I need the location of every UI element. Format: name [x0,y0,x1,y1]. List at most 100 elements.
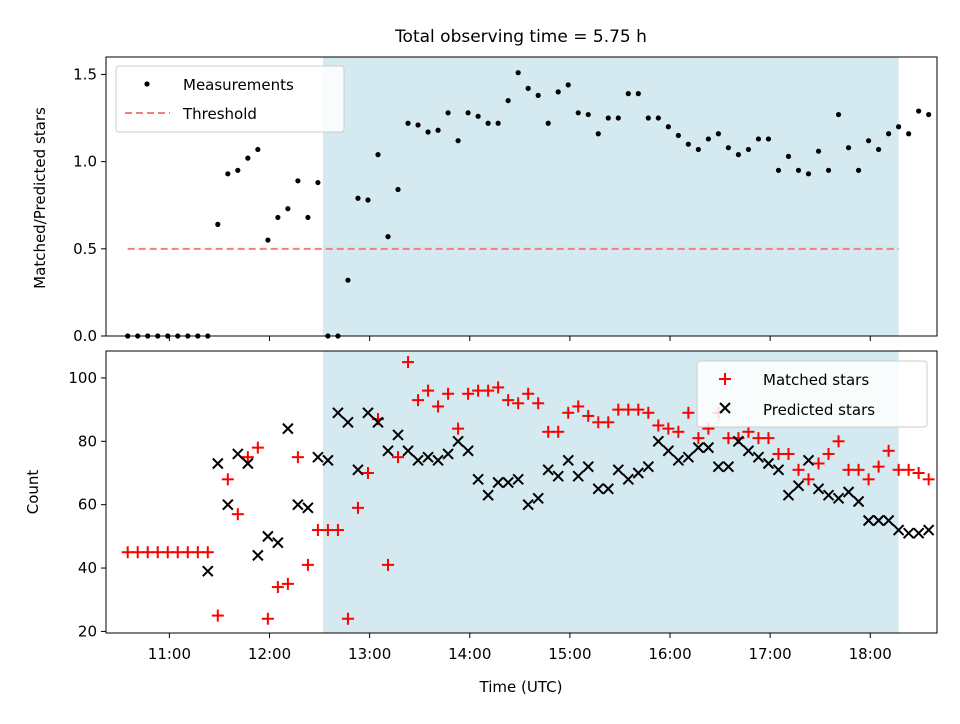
matched-star-point [442,387,455,400]
bottom-panel: 20 40 60 80 100 11:00 12:00 13:00 14:00 15:00 16:… [24,350,938,696]
matched-star-point [872,460,885,473]
measurement-point [355,195,361,201]
bottom-axes-frame [105,350,938,634]
bottom-y-ticks: 20 40 60 80 100 [68,369,106,640]
matched-star-point [351,501,364,514]
matched-star-point [341,612,354,625]
predicted-star-point [642,460,655,473]
measurement-point [705,136,711,142]
matched-stars-series [121,356,935,625]
matched-star-point [772,447,785,460]
matched-star-point [532,397,545,410]
bottom-legend-box [696,360,928,428]
predicted-star-point [242,457,254,470]
measurement-point [875,146,882,153]
measurement-point [926,111,932,118]
matched-star-point [762,432,775,445]
predicted-star-point [312,451,324,463]
predicted-star-point [412,454,424,467]
predicted-star-point [742,445,755,457]
predicted-star-point [232,448,244,460]
predicted-star-point [432,454,444,467]
predicted-star-point [582,460,594,473]
predicted-star-point [392,429,404,441]
legend-label-threshold: Threshold [182,105,257,123]
measurement-point [545,120,551,126]
x-tick-label: 16:00 [648,645,691,663]
predicted-star-point [212,457,224,470]
measurement-point [645,115,651,121]
predicted-star-point [892,524,905,536]
legend-marker-matched [719,373,731,385]
predicted-star-point [322,454,334,467]
matched-star-point [832,435,845,448]
measurement-point [455,138,461,144]
matched-star-point [602,416,615,429]
measurement-point [906,131,912,137]
matched-star-point [642,406,655,419]
predicted-star-point [902,527,915,539]
measurement-point [275,214,281,221]
matched-star-point [512,397,525,410]
matched-star-point [912,466,925,479]
matched-star-point [822,447,835,460]
measurement-point [395,186,401,193]
predicted-star-point [922,524,935,536]
measurement-point [215,221,221,227]
matched-star-point [151,546,164,559]
top-y-ticks: 0.0 0.5 1.0 1.5 [73,65,106,345]
matched-star-point [291,451,304,464]
predicted-star-point [452,435,464,448]
matched-star-point [161,546,174,559]
predicted-star-point [302,502,314,514]
measurement-point [886,131,892,137]
matched-star-point [882,444,895,457]
matched-star-point [211,609,224,622]
matched-star-point [221,473,234,486]
measurement-point [755,136,762,142]
measurement-point [665,124,671,130]
predicted-star-point [522,498,534,511]
measurement-point [735,152,742,158]
measurement-point [305,214,311,221]
matched-star-point [652,419,665,432]
predicted-star-point [862,514,875,527]
matched-star-point [542,425,555,438]
matched-star-point [191,546,204,559]
measurement-point [555,89,561,95]
matched-star-point [482,384,495,397]
matched-star-point [412,394,425,407]
matched-star-point [121,546,134,559]
predicted-star-point [792,479,805,492]
predicted-star-point [852,495,865,508]
predicted-star-point [472,473,484,486]
predicted-star-point [712,460,725,473]
predicted-star-point [802,454,815,467]
predicted-star-point [462,445,474,457]
legend-marker-measurements [144,81,150,87]
matched-star-point [311,524,324,537]
predicted-star-point [722,460,735,473]
predicted-star-point [332,407,344,419]
predicted-star-point [362,407,374,419]
measurements-series [125,70,932,339]
x-tick-label: 18:00 [849,645,892,663]
bottom-x-ticks: 11:00 12:00 13:00 14:00 15:00 16:00 17:00 18:00 [148,633,892,663]
matched-star-point [862,473,875,486]
matched-star-point [672,425,685,438]
predicted-star-point [422,451,434,463]
predicted-star-point [352,464,364,476]
x-tick-label: 14:00 [448,645,491,663]
matched-star-point [452,422,465,435]
predicted-star-point [552,470,564,482]
measurement-point [515,70,521,76]
matched-star-point [722,432,735,445]
top-legend-box [115,65,345,133]
matched-star-point [241,451,254,464]
predicted-star-point [572,470,584,482]
measurement-point [775,167,782,173]
bottom-y-tick-label: 100 [68,369,97,387]
measurement-point [535,92,541,98]
measurement-point [795,167,802,173]
